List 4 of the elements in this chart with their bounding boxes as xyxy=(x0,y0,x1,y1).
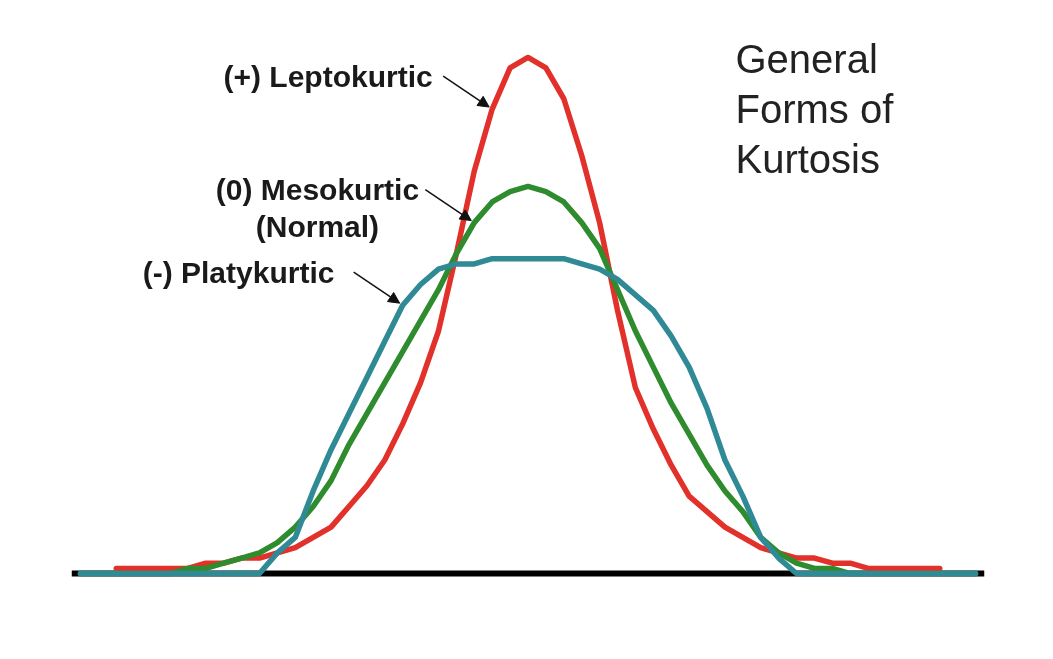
text: (+) Leptokurtic xyxy=(223,59,433,93)
series-label: (0) Mesokurtic (Normal) xyxy=(215,173,420,244)
text: (-) Platykurtic xyxy=(142,255,335,289)
text: General Forms of Kurtosis xyxy=(735,36,895,181)
